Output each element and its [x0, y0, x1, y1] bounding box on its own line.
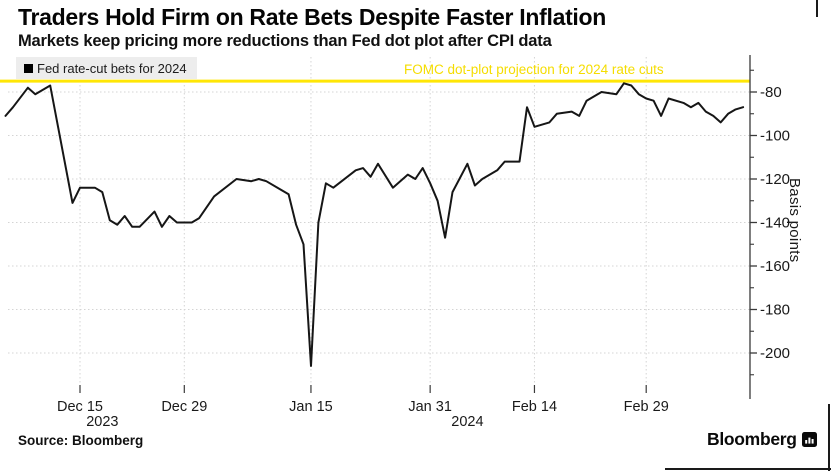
x-axis-tick-label: Feb 14 — [511, 399, 558, 415]
x-axis-year-label: 2023 — [86, 414, 119, 430]
page-title: Traders Hold Firm on Rate Bets Despite F… — [18, 4, 607, 30]
y-axis-tick-label: -140 — [760, 215, 790, 232]
bloomberg-wordmark: Bloomberg — [707, 429, 797, 449]
x-axis-tick-label: Jan 15 — [289, 399, 333, 415]
y-axis-tick-label: -100 — [760, 128, 790, 145]
window-edge-artifact-right — [828, 404, 830, 471]
x-axis-tick-label: Feb 29 — [623, 399, 669, 415]
bloomberg-branding: Bloomberg — [707, 429, 817, 450]
y-axis-unit-label: Basis points — [786, 178, 803, 263]
chart-legend: Fed rate-cut bets for 2024 — [16, 57, 197, 79]
window-edge-artifact-bottom — [665, 468, 831, 470]
x-axis-tick-label: Dec 29 — [161, 399, 208, 415]
legend-label: Fed rate-cut bets for 2024 — [37, 60, 187, 76]
y-axis-tick-label: -80 — [760, 84, 782, 101]
bloomberg-terminal-icon — [801, 432, 817, 447]
page-subtitle: Markets keep pricing more reductions tha… — [18, 32, 552, 50]
source-label: Source: Bloomberg — [18, 433, 144, 448]
x-axis-tick-label: Jan 31 — [408, 399, 452, 415]
rate-bets-line — [4, 82, 745, 367]
x-axis-year-label: 2024 — [451, 414, 484, 430]
x-axis-tick-label: Dec 15 — [57, 399, 103, 415]
y-axis-tick-label: -120 — [760, 171, 790, 188]
y-axis-tick-label: -200 — [760, 345, 790, 362]
y-axis-tick-label: -180 — [760, 302, 790, 319]
fomc-reference-label: FOMC dot-plot projection for 2024 rate c… — [404, 62, 664, 77]
legend-swatch-icon — [24, 63, 33, 73]
y-axis-tick-label: -160 — [760, 258, 790, 275]
window-edge-artifact-top — [816, 0, 818, 17]
